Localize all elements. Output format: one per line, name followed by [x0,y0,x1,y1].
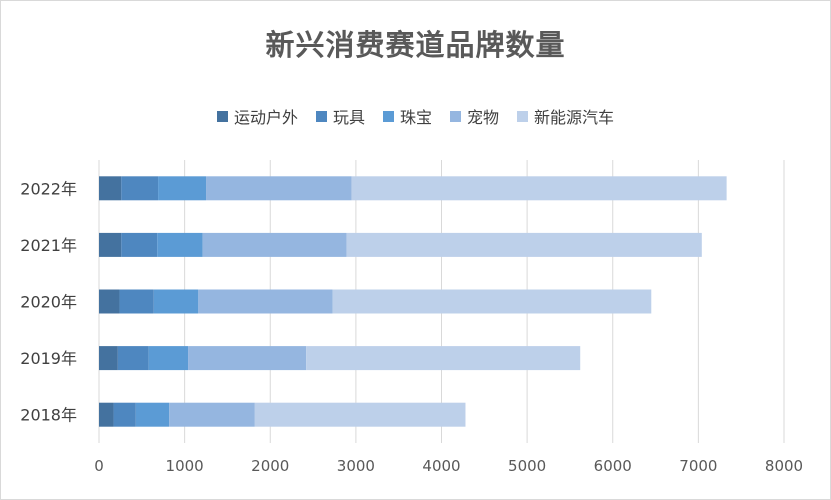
bar-segment [135,402,170,427]
bar-segment [99,289,120,314]
x-tick-label: 8000 [765,457,803,475]
legend-label: 玩具 [332,108,365,127]
x-tick-label: 5000 [508,457,546,475]
bar-segment [332,289,652,314]
legend-item: 新能源汽车 [517,104,614,128]
x-tick-label: 0 [94,457,104,475]
category-label: 2021年 [20,236,77,255]
legend-label: 珠宝 [399,108,432,127]
bar-segment [121,232,158,257]
bar-segment [202,232,347,257]
bar-segment [99,402,114,427]
bar-segment [99,176,122,201]
bar-segment [117,346,149,371]
x-tick-label: 2000 [251,457,289,475]
legend-swatch [216,110,228,122]
bar-segment [169,402,255,427]
bar-segment [99,346,118,371]
bar-segment [306,346,581,371]
category-label: 2018年 [20,406,77,425]
bar-segment [198,289,333,314]
category-label: 2022年 [20,179,77,198]
legend-item: 珠宝 [382,104,432,128]
bar-segment [119,289,154,314]
legend-swatch [450,110,461,122]
legend-swatch [315,110,327,122]
bar-segment [121,176,159,201]
x-tick-label: 6000 [594,457,632,475]
x-tick-label: 7000 [679,457,717,475]
x-tick-label: 1000 [166,457,204,475]
x-tick-label: 3000 [337,457,375,475]
bar-segment [206,176,352,201]
bar-segment [148,346,189,371]
category-label: 2020年 [20,293,77,312]
bar-segment [158,176,207,201]
legend-swatch [517,110,529,122]
bar-segment [157,232,203,257]
bar-segment [346,232,702,257]
x-tick-label: 4000 [422,457,460,475]
legend-label: 新能源汽车 [534,108,615,127]
legend-swatch [382,110,394,122]
bar-segment [188,346,307,371]
legend-item: 玩具 [315,104,365,128]
category-label: 2019年 [20,349,77,368]
bar-segment [351,176,727,201]
bar-segment [153,289,199,314]
legend-label: 宠物 [467,108,500,127]
bar-segment [254,402,466,427]
legend-item: 运动户外 [216,104,298,128]
legend-item: 宠物 [450,104,499,128]
chart-title: 新兴消费赛道品牌数量 [265,28,566,62]
bar-segment [113,402,136,427]
bar-segment [99,232,122,257]
legend: 运动户外 玩具 珠宝 宠物 新能源汽车 [0,104,831,128]
legend-label: 运动户外 [233,108,298,127]
